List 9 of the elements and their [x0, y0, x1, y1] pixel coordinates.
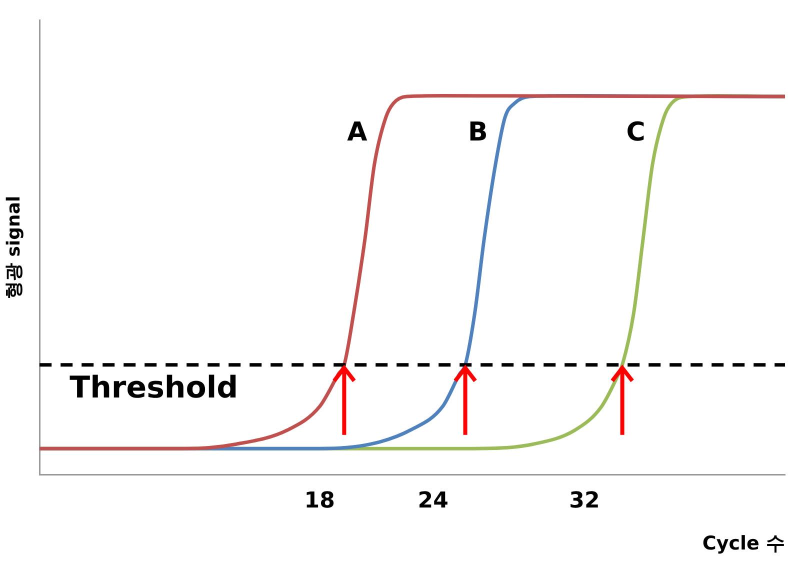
series-label: C: [626, 117, 646, 148]
x-axis-title: Cycle 수: [702, 532, 785, 555]
x-tick-label: 32: [569, 488, 600, 514]
x-tick-label: 18: [304, 488, 335, 514]
y-axis-title: 형광 signal: [3, 196, 24, 299]
series-label: B: [468, 117, 488, 148]
series-label: A: [347, 117, 368, 148]
x-tick-label: 24: [418, 488, 448, 514]
ref-line-label: Threshold: [70, 370, 238, 406]
